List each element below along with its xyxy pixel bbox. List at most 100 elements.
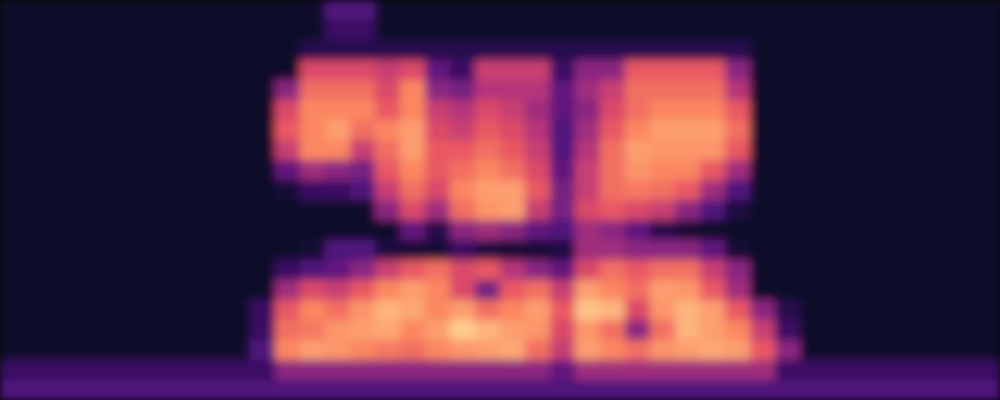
cell [150, 260, 176, 281]
cell [25, 120, 51, 141]
cell [700, 20, 726, 41]
cell [300, 120, 326, 141]
cell [250, 240, 276, 261]
cell [200, 280, 226, 301]
cell [325, 300, 351, 321]
cell [675, 140, 701, 161]
cell [725, 360, 751, 381]
cell [175, 300, 201, 321]
cell [325, 140, 351, 161]
cell [375, 140, 401, 161]
cell [650, 320, 676, 341]
cell [700, 260, 726, 281]
cell [675, 0, 701, 21]
cell [0, 140, 26, 161]
cell [800, 220, 826, 241]
cell [575, 200, 601, 221]
cell [950, 120, 976, 141]
cell [200, 320, 226, 341]
cell [525, 340, 551, 361]
cell [850, 220, 876, 241]
cell [400, 340, 426, 361]
cell [50, 140, 76, 161]
cell [825, 100, 851, 121]
cell [500, 180, 526, 201]
cell [700, 100, 726, 121]
cell [200, 40, 226, 61]
cell [0, 0, 26, 21]
cell [50, 40, 76, 61]
cell [700, 360, 726, 381]
cell [850, 60, 876, 81]
cell [100, 80, 126, 101]
cell [425, 40, 451, 61]
cell [725, 120, 751, 141]
cell [225, 0, 251, 21]
cell [650, 380, 676, 400]
cell [150, 20, 176, 41]
cell [0, 260, 26, 281]
cell [625, 0, 651, 21]
cell [425, 20, 451, 41]
cell [400, 380, 426, 400]
cell [800, 60, 826, 81]
cell [325, 280, 351, 301]
cell [850, 320, 876, 341]
cell [475, 160, 501, 181]
cell [925, 20, 951, 41]
cell [325, 0, 351, 21]
cell [175, 60, 201, 81]
cell [525, 0, 551, 21]
cell [650, 0, 676, 21]
cell [350, 360, 376, 381]
cell [550, 220, 576, 241]
cell [450, 80, 476, 101]
cell [750, 40, 776, 61]
cell [900, 60, 926, 81]
cell [700, 80, 726, 101]
cell [425, 60, 451, 81]
cell [25, 260, 51, 281]
cell [425, 200, 451, 221]
cell [875, 280, 901, 301]
cell [550, 340, 576, 361]
cell [425, 180, 451, 201]
cell [900, 80, 926, 101]
cell [425, 280, 451, 301]
cell [825, 200, 851, 221]
cell [350, 80, 376, 101]
cell [525, 120, 551, 141]
cell [900, 120, 926, 141]
cell [175, 180, 201, 201]
cell [975, 360, 1000, 381]
cell [75, 300, 101, 321]
cell [275, 280, 301, 301]
cell [425, 360, 451, 381]
cell [125, 180, 151, 201]
cell [500, 160, 526, 181]
cell [900, 220, 926, 241]
cell [250, 40, 276, 61]
cell [225, 80, 251, 101]
cell [425, 340, 451, 361]
cell [825, 340, 851, 361]
cell [725, 380, 751, 400]
cell [725, 320, 751, 341]
cell [675, 20, 701, 41]
cell [50, 160, 76, 181]
cell [800, 100, 826, 121]
cell [850, 300, 876, 321]
cell [500, 340, 526, 361]
cell [775, 340, 801, 361]
cell [75, 180, 101, 201]
cell [150, 380, 176, 400]
cell [650, 340, 676, 361]
cell [625, 380, 651, 400]
cell [125, 140, 151, 161]
cell [525, 380, 551, 400]
cell [750, 240, 776, 261]
cell [725, 60, 751, 81]
cell [675, 200, 701, 221]
cell [800, 380, 826, 400]
cell [0, 240, 26, 261]
